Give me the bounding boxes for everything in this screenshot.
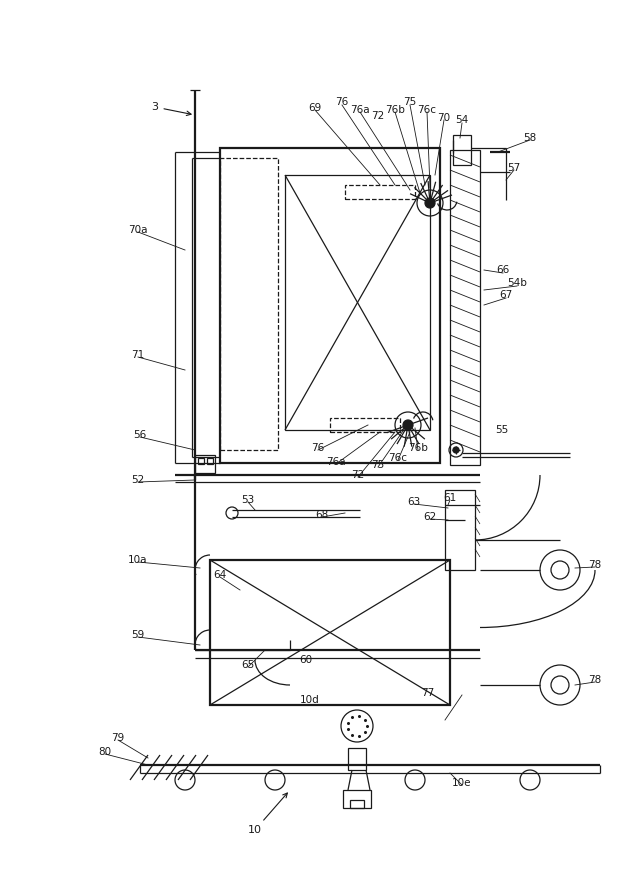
Text: 78: 78 bbox=[588, 675, 602, 685]
Bar bbox=[195, 455, 215, 473]
Circle shape bbox=[425, 198, 435, 208]
Bar bbox=[330, 418, 400, 432]
Text: 76a: 76a bbox=[326, 457, 346, 467]
Text: 55: 55 bbox=[495, 425, 509, 435]
Bar bbox=[343, 790, 371, 808]
Text: 76: 76 bbox=[312, 443, 324, 453]
Text: 76c: 76c bbox=[388, 453, 408, 463]
Text: 57: 57 bbox=[508, 163, 520, 173]
Text: 63: 63 bbox=[408, 497, 420, 507]
Text: 79: 79 bbox=[111, 733, 125, 743]
Text: 64: 64 bbox=[213, 570, 227, 580]
Text: 75: 75 bbox=[371, 460, 385, 470]
Circle shape bbox=[403, 420, 413, 430]
Text: 70: 70 bbox=[437, 113, 451, 123]
Text: 76b: 76b bbox=[385, 105, 405, 115]
Text: 10d: 10d bbox=[300, 695, 320, 705]
Text: 60: 60 bbox=[300, 655, 312, 665]
Text: 71: 71 bbox=[131, 350, 145, 360]
Text: 76b: 76b bbox=[408, 443, 428, 453]
Text: 53: 53 bbox=[241, 495, 255, 505]
Bar bbox=[453, 135, 471, 165]
Bar bbox=[210, 560, 450, 705]
Text: 3: 3 bbox=[152, 102, 191, 116]
Text: 10e: 10e bbox=[452, 778, 472, 788]
Bar bbox=[220, 158, 278, 450]
Text: 58: 58 bbox=[524, 133, 536, 143]
Text: 76c: 76c bbox=[417, 105, 436, 115]
Text: 52: 52 bbox=[131, 475, 145, 485]
Text: 78: 78 bbox=[588, 560, 602, 570]
Bar bbox=[285, 175, 430, 430]
Text: 77: 77 bbox=[421, 688, 435, 698]
Text: 68: 68 bbox=[316, 510, 328, 520]
Text: 10: 10 bbox=[248, 793, 287, 835]
Text: 75: 75 bbox=[403, 97, 417, 107]
Text: 80: 80 bbox=[99, 747, 111, 757]
Bar bbox=[350, 800, 364, 808]
Text: 70a: 70a bbox=[128, 225, 148, 235]
Text: 10a: 10a bbox=[128, 555, 148, 565]
Bar bbox=[450, 150, 480, 465]
Text: 67: 67 bbox=[499, 290, 513, 300]
Text: 72: 72 bbox=[371, 111, 385, 121]
Text: 56: 56 bbox=[133, 430, 147, 440]
Text: 65: 65 bbox=[241, 660, 255, 670]
Text: 61: 61 bbox=[444, 493, 456, 503]
Bar bbox=[198, 458, 204, 464]
Bar bbox=[348, 748, 366, 770]
Text: 54b: 54b bbox=[507, 278, 527, 288]
Bar bbox=[445, 490, 475, 570]
Text: 69: 69 bbox=[308, 103, 322, 113]
Text: 62: 62 bbox=[424, 512, 436, 522]
Text: 76: 76 bbox=[335, 97, 349, 107]
Text: 66: 66 bbox=[497, 265, 509, 275]
Bar bbox=[207, 458, 213, 464]
Text: 72: 72 bbox=[351, 470, 365, 480]
Text: 76a: 76a bbox=[350, 105, 370, 115]
Bar bbox=[220, 148, 440, 463]
Circle shape bbox=[453, 447, 459, 453]
Text: 59: 59 bbox=[131, 630, 145, 640]
Bar bbox=[345, 185, 415, 199]
Text: 54: 54 bbox=[456, 115, 468, 125]
